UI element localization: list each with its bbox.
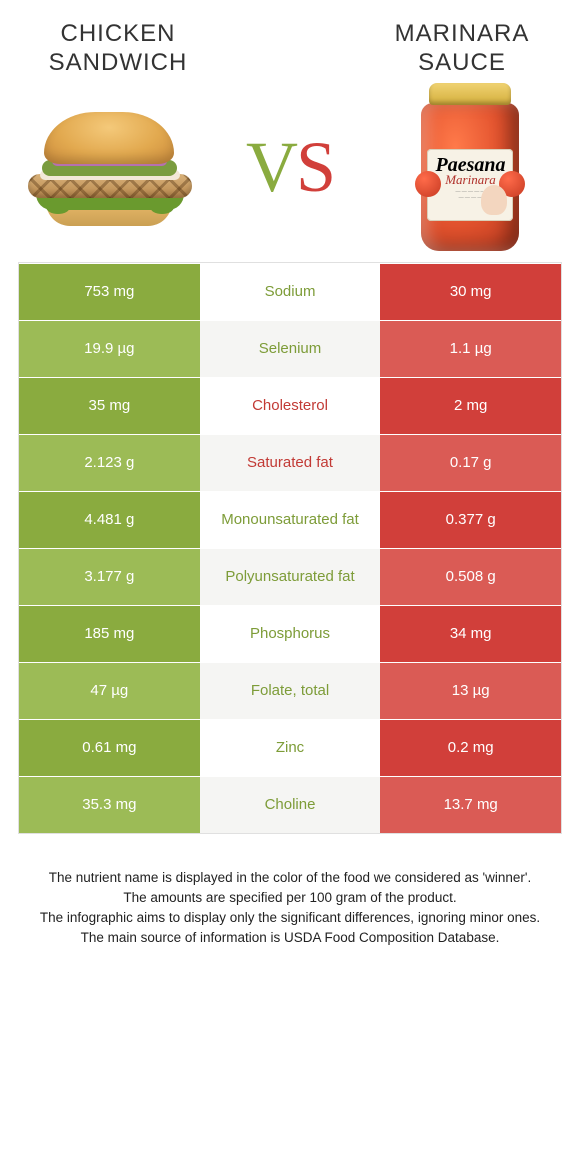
right-value: 0.2 mg: [380, 719, 561, 776]
nutrient-name: Polyunsaturated fat: [200, 548, 381, 605]
footnote-line: The nutrient name is displayed in the co…: [28, 868, 552, 888]
left-food-title: CHICKEN SANDWICH: [18, 20, 218, 78]
footnotes: The nutrient name is displayed in the co…: [18, 868, 562, 949]
vs-s: S: [296, 127, 334, 207]
table-row: 35.3 mgCholine13.7 mg: [19, 776, 561, 833]
nutrient-name: Saturated fat: [200, 434, 381, 491]
left-value: 0.61 mg: [19, 719, 200, 776]
nutrient-name: Sodium: [200, 263, 381, 320]
right-food-image: Paesana Marinara — — — — —— — — —: [383, 98, 558, 238]
right-food-title: MARINARA SAUCE: [362, 20, 562, 78]
nutrient-name: Zinc: [200, 719, 381, 776]
marinara-jar-icon: Paesana Marinara — — — — —— — — —: [415, 83, 525, 253]
chicken-sandwich-icon: [22, 108, 197, 228]
nutrient-name: Cholesterol: [200, 377, 381, 434]
right-value: 13 µg: [380, 662, 561, 719]
right-value: 30 mg: [380, 263, 561, 320]
table-row: 753 mgSodium30 mg: [19, 263, 561, 320]
footnote-line: The main source of information is USDA F…: [28, 928, 552, 948]
left-value: 753 mg: [19, 263, 200, 320]
left-value: 47 µg: [19, 662, 200, 719]
table-row: 35 mgCholesterol2 mg: [19, 377, 561, 434]
left-value: 185 mg: [19, 605, 200, 662]
left-value: 35.3 mg: [19, 776, 200, 833]
nutrient-name: Selenium: [200, 320, 381, 377]
right-value: 0.17 g: [380, 434, 561, 491]
vs-v: V: [246, 127, 296, 207]
left-food-image: [22, 98, 197, 238]
table-row: 19.9 µgSelenium1.1 µg: [19, 320, 561, 377]
images-row: VS Paesana Marinara — — — — —— — — —: [18, 98, 562, 238]
footnote-line: The amounts are specified per 100 gram o…: [28, 888, 552, 908]
table-row: 0.61 mgZinc0.2 mg: [19, 719, 561, 776]
nutrient-name: Choline: [200, 776, 381, 833]
left-value: 3.177 g: [19, 548, 200, 605]
table-row: 3.177 gPolyunsaturated fat0.508 g: [19, 548, 561, 605]
nutrient-name: Monounsaturated fat: [200, 491, 381, 548]
nutrient-name: Phosphorus: [200, 605, 381, 662]
right-value: 1.1 µg: [380, 320, 561, 377]
left-value: 2.123 g: [19, 434, 200, 491]
right-value: 0.508 g: [380, 548, 561, 605]
nutrient-table: 753 mgSodium30 mg19.9 µgSelenium1.1 µg35…: [18, 262, 562, 834]
right-value: 2 mg: [380, 377, 561, 434]
nutrient-name: Folate, total: [200, 662, 381, 719]
table-row: 185 mgPhosphorus34 mg: [19, 605, 561, 662]
table-row: 2.123 gSaturated fat0.17 g: [19, 434, 561, 491]
header: CHICKEN SANDWICH MARINARA SAUCE: [18, 20, 562, 78]
left-value: 19.9 µg: [19, 320, 200, 377]
table-row: 47 µgFolate, total13 µg: [19, 662, 561, 719]
left-value: 4.481 g: [19, 491, 200, 548]
vs-label: VS: [246, 126, 334, 209]
left-value: 35 mg: [19, 377, 200, 434]
right-value: 0.377 g: [380, 491, 561, 548]
right-value: 13.7 mg: [380, 776, 561, 833]
footnote-line: The infographic aims to display only the…: [28, 908, 552, 928]
right-value: 34 mg: [380, 605, 561, 662]
table-row: 4.481 gMonounsaturated fat0.377 g: [19, 491, 561, 548]
